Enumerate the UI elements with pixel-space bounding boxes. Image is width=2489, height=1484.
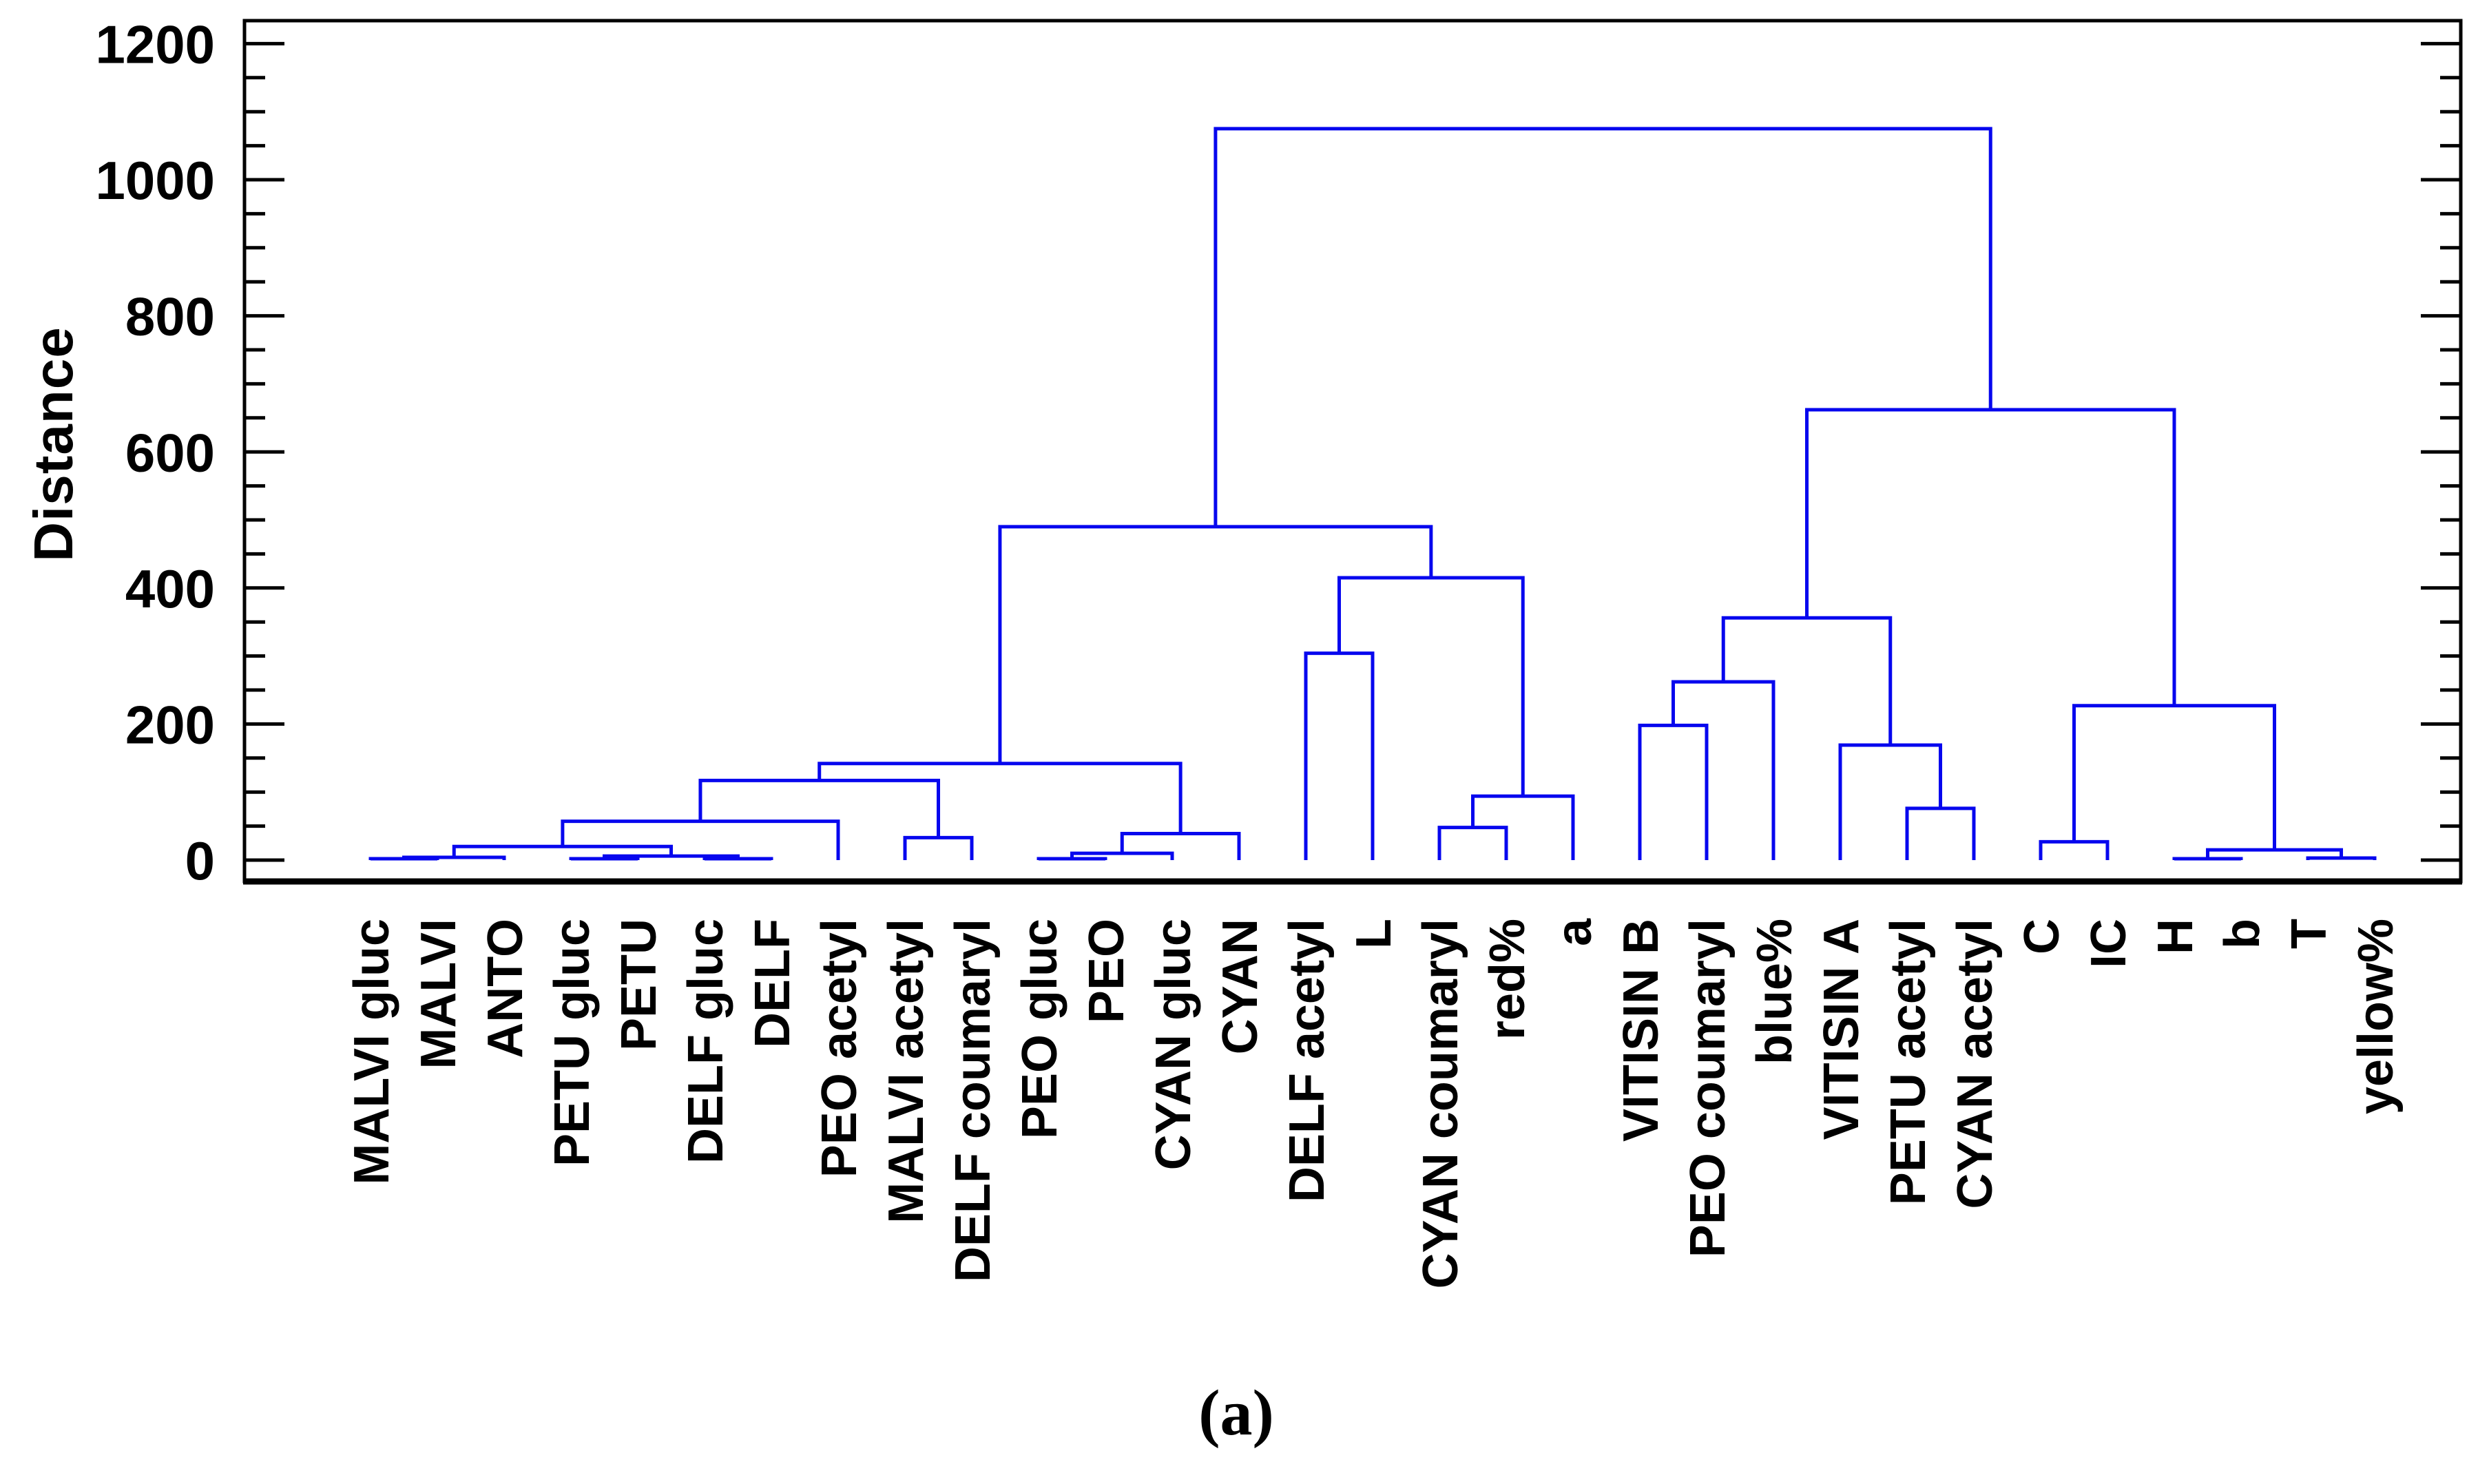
leaf-label: ANTO <box>478 919 533 1058</box>
leaf-label: VITISIN B <box>1614 919 1669 1142</box>
leaf-label: MALVI gluc <box>344 919 399 1185</box>
leaf-label: CYAN gluc <box>1146 919 1201 1170</box>
leaf-label: blue% <box>1747 919 1802 1065</box>
leaf-label: H <box>2148 919 2203 954</box>
leaf-label: a <box>1547 918 1602 946</box>
leaf-label: red% <box>1480 919 1535 1040</box>
leaf-label: yellow% <box>2349 919 2404 1114</box>
leaf-label: DELF <box>745 919 800 1048</box>
leaf-label: MALVI <box>411 919 466 1069</box>
dendrogram-link <box>1120 831 1241 860</box>
leaf-label: L <box>1346 919 1402 949</box>
y-tick-label: 800 <box>125 286 215 347</box>
dendrogram-link <box>1037 857 1107 861</box>
leaf-label: CYAN acetyl <box>1948 919 2003 1209</box>
leaf-label: C <box>2014 919 2070 954</box>
dendrogram-link <box>1437 826 1508 860</box>
leaf-label: PETU acetyl <box>1881 919 1936 1205</box>
y-axis-title: Distance <box>23 326 84 562</box>
dendrogram-link <box>1471 794 1575 860</box>
leaf-label: DELF coumaryl <box>946 919 1001 1282</box>
dendrogram-link <box>1304 651 1375 860</box>
leaf-label: CYAN coumaryl <box>1413 919 1468 1289</box>
dendrogram-link <box>2306 856 2377 860</box>
dendrogram-link <box>698 778 940 838</box>
dendrogram-link <box>2172 857 2243 861</box>
leaf-label: VITISIN A <box>1814 919 1869 1140</box>
leaf-label: b <box>2215 919 2270 949</box>
leaf-label: PETU gluc <box>545 919 600 1167</box>
y-tick-label: 600 <box>125 422 215 483</box>
dendrogram-link <box>402 855 506 860</box>
leaf-label: CYAN <box>1213 919 1268 1054</box>
y-tick-label: 1000 <box>95 150 215 211</box>
leaf-label: PETU <box>612 919 667 1051</box>
leaf-label: DELF gluc <box>678 919 733 1164</box>
dendrogram-link <box>2072 704 2276 850</box>
leaf-label: MALVI acetyl <box>879 919 934 1224</box>
dendrogram-link <box>817 762 1183 834</box>
dendrogram-link <box>1905 806 1976 860</box>
leaf-label: DELF acetyl <box>1280 919 1335 1202</box>
plot-frame <box>242 19 2463 884</box>
dendrogram-link <box>1838 743 1942 860</box>
dendrogram-link <box>702 857 773 861</box>
dendrogram-link <box>569 857 640 861</box>
dendrogram-link <box>1337 576 1525 797</box>
y-tick-label: 1200 <box>95 14 215 74</box>
dendrogram-link <box>1805 408 2176 706</box>
dendrogram-link <box>561 819 840 860</box>
dendrogram-link <box>1638 723 1709 860</box>
y-tick-label: 400 <box>125 558 215 619</box>
leaf-label: PEO acetyl <box>812 919 867 1178</box>
leaf-label: PEO gluc <box>1012 919 1068 1139</box>
dendrogram-link <box>1214 127 1992 527</box>
y-tick-label: 200 <box>125 694 215 755</box>
dendrogram-link <box>998 525 1433 764</box>
y-tick-label: 0 <box>185 830 215 891</box>
leaf-label: PEO coumaryl <box>1680 919 1736 1257</box>
leaf-label: IC <box>2081 919 2136 968</box>
figure-caption: (a) <box>1198 1377 1274 1449</box>
dendrogram-link <box>1672 680 1775 860</box>
leaf-label: T <box>2282 919 2337 949</box>
dendrogram-link <box>903 835 974 860</box>
dendrogram-link <box>2039 839 2110 860</box>
leaf-label: PEO <box>1079 919 1134 1023</box>
